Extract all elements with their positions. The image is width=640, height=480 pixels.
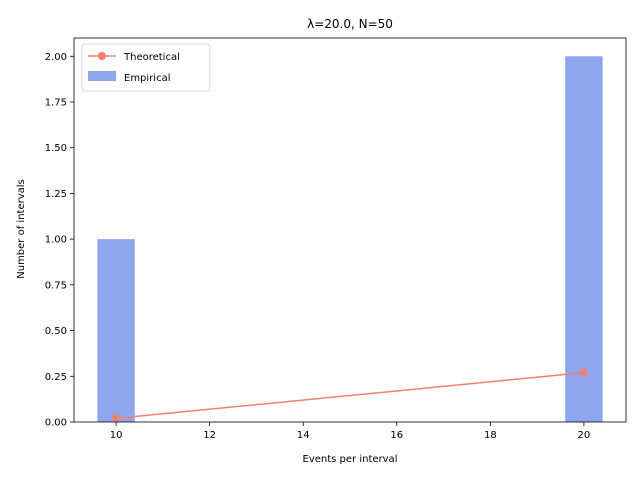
y-tick-label-1.25: 1.25 xyxy=(45,189,67,200)
x-tick-label-20: 20 xyxy=(578,430,591,441)
x-axis-label: Events per interval xyxy=(303,454,398,465)
legend-theoretical-label: Theoretical xyxy=(123,52,180,63)
bar-10 xyxy=(97,239,135,422)
y-tick-label-1.5: 1.50 xyxy=(45,143,67,154)
y-tick-label-1.75: 1.75 xyxy=(45,98,67,109)
y-tick-label-0.25: 0.25 xyxy=(45,372,67,383)
theoretical-point-10 xyxy=(112,414,121,423)
y-tick-label-2: 2.00 xyxy=(45,52,67,63)
bar-20 xyxy=(565,56,603,423)
x-tick-label-12: 12 xyxy=(203,430,216,441)
chart-title: λ=20.0, N=50 xyxy=(307,17,393,31)
theoretical-point-20 xyxy=(579,368,588,377)
legend-empirical-label: Empirical xyxy=(124,73,170,84)
y-tick-label-1: 1.00 xyxy=(45,235,67,246)
y-tick-label-0.5: 0.50 xyxy=(45,326,67,337)
axes-frame xyxy=(73,37,627,423)
y-axis-label: Number of intervals xyxy=(16,179,27,279)
x-tick-label-16: 16 xyxy=(390,430,403,441)
x-tick-label-14: 14 xyxy=(297,430,310,441)
legend-empirical-swatch xyxy=(88,71,116,81)
y-tick-label-0.75: 0.75 xyxy=(45,280,67,291)
x-tick-label-10: 10 xyxy=(110,430,123,441)
y-tick-label-0: 0.00 xyxy=(45,418,67,429)
plot-area: 10 12 14 16 18 20 0.00 0.25 0.50 0.75 1.00 1.25 1.50… xyxy=(45,37,627,441)
x-tick-label-18: 18 xyxy=(484,430,497,441)
legend: Theoretical Empirical xyxy=(81,43,211,92)
legend-theoretical-marker xyxy=(98,52,106,60)
theoretical-line xyxy=(116,371,584,420)
